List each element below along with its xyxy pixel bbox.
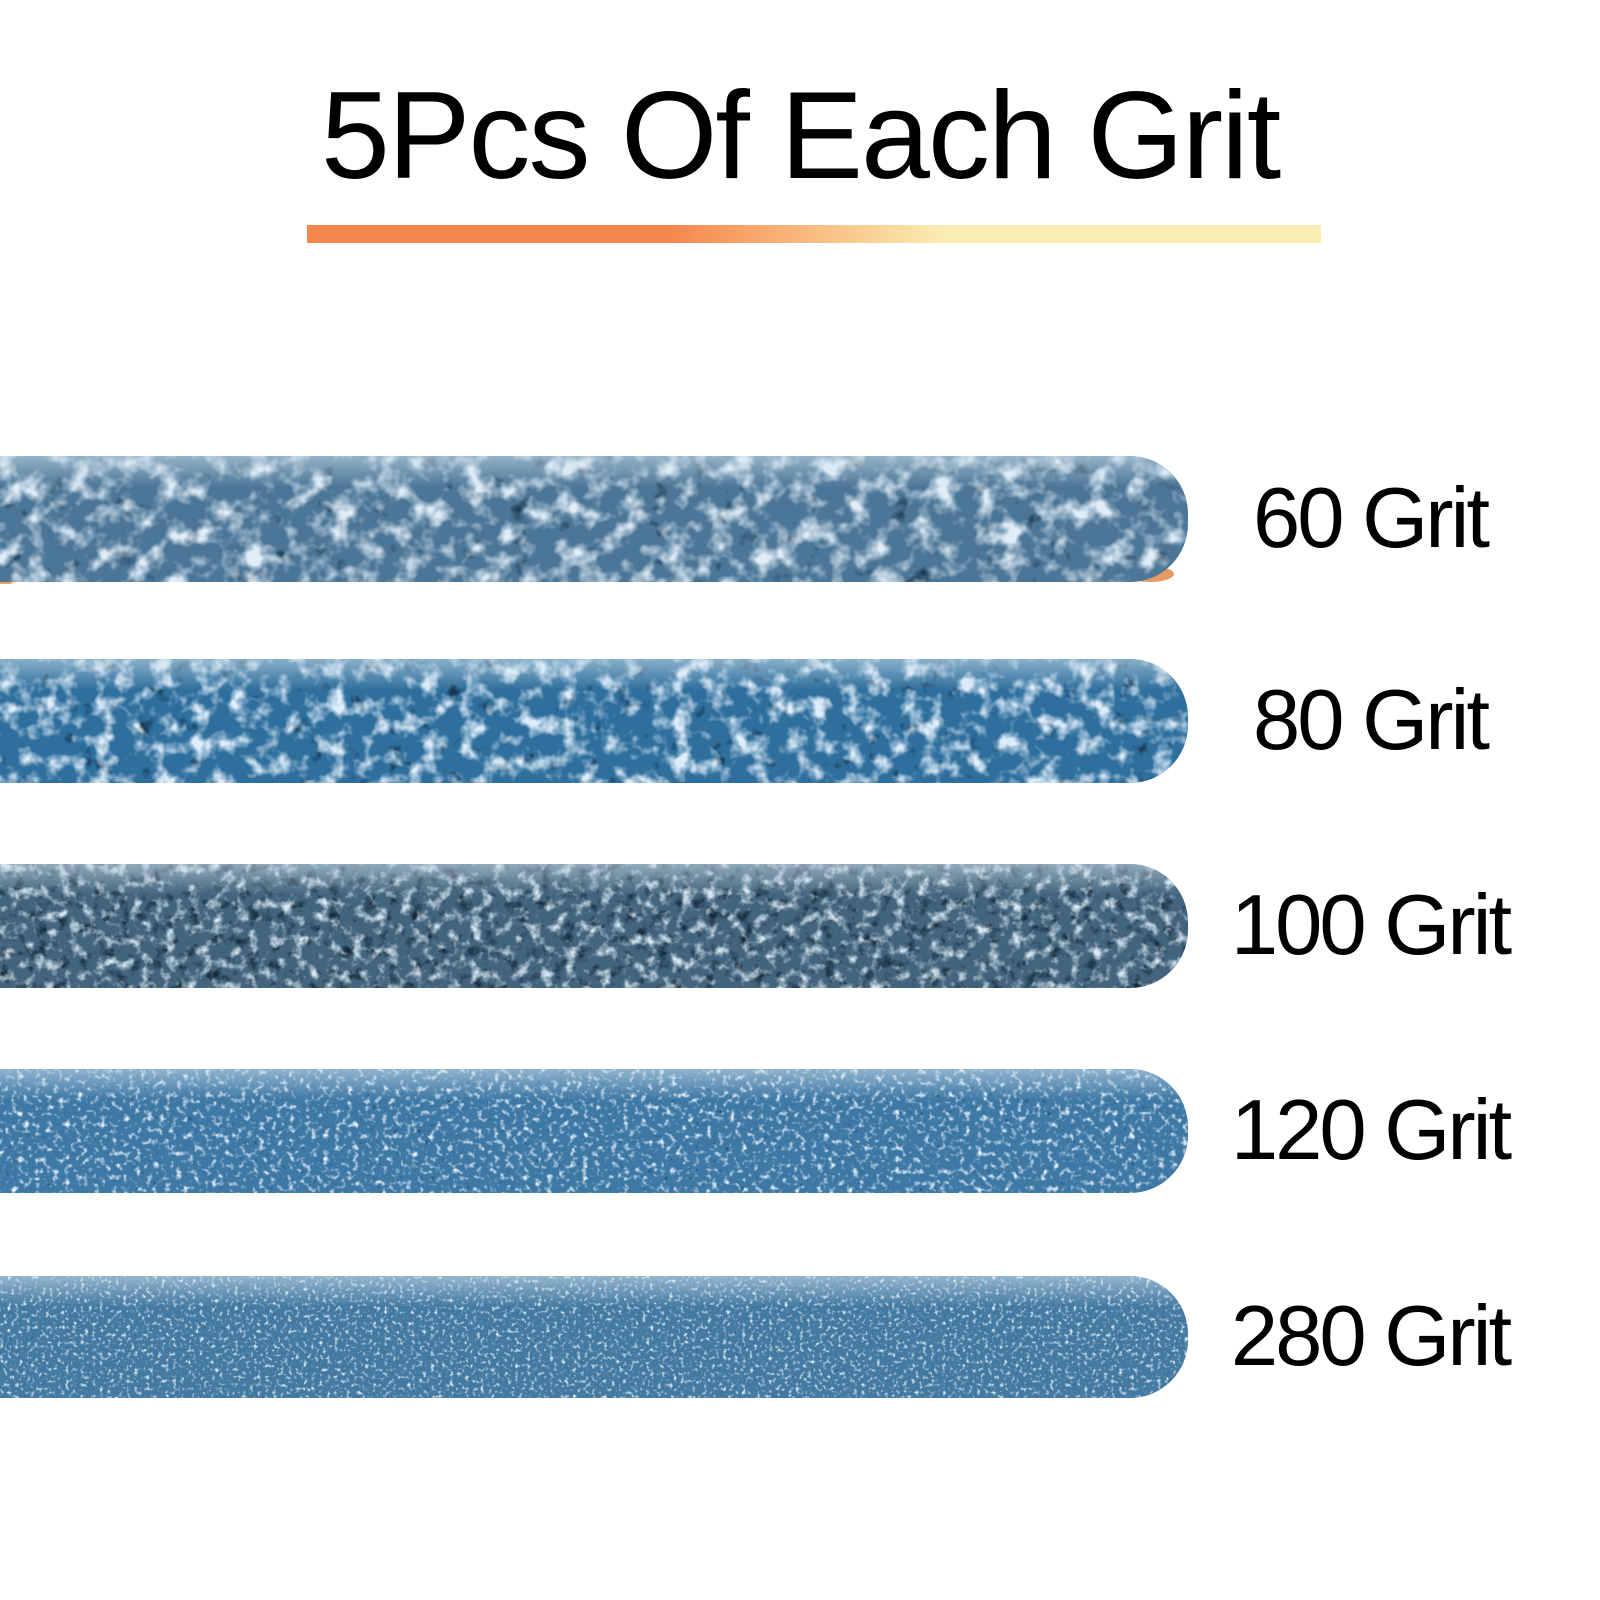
belt-label-280-grit: 280 Grit: [1230, 1289, 1512, 1384]
belt-label-60-grit: 60 Grit: [1252, 471, 1490, 566]
belt-label-120-grit: 120 Grit: [1230, 1083, 1512, 1178]
page-title: 5Pcs Of Each Grit: [320, 67, 1281, 205]
title-underline-bar: [307, 225, 1321, 243]
belt-label-80-grit: 80 Grit: [1252, 673, 1490, 768]
belt-photo-80-grit: [0, 659, 1188, 783]
belt-photo-120-grit: [0, 1069, 1188, 1193]
belt-photo-60-grit: [0, 456, 1188, 582]
belt-photo-280-grit: [0, 1276, 1188, 1398]
belt-photo-100-grit: [0, 864, 1188, 988]
belt-label-100-grit: 100 Grit: [1230, 878, 1512, 973]
